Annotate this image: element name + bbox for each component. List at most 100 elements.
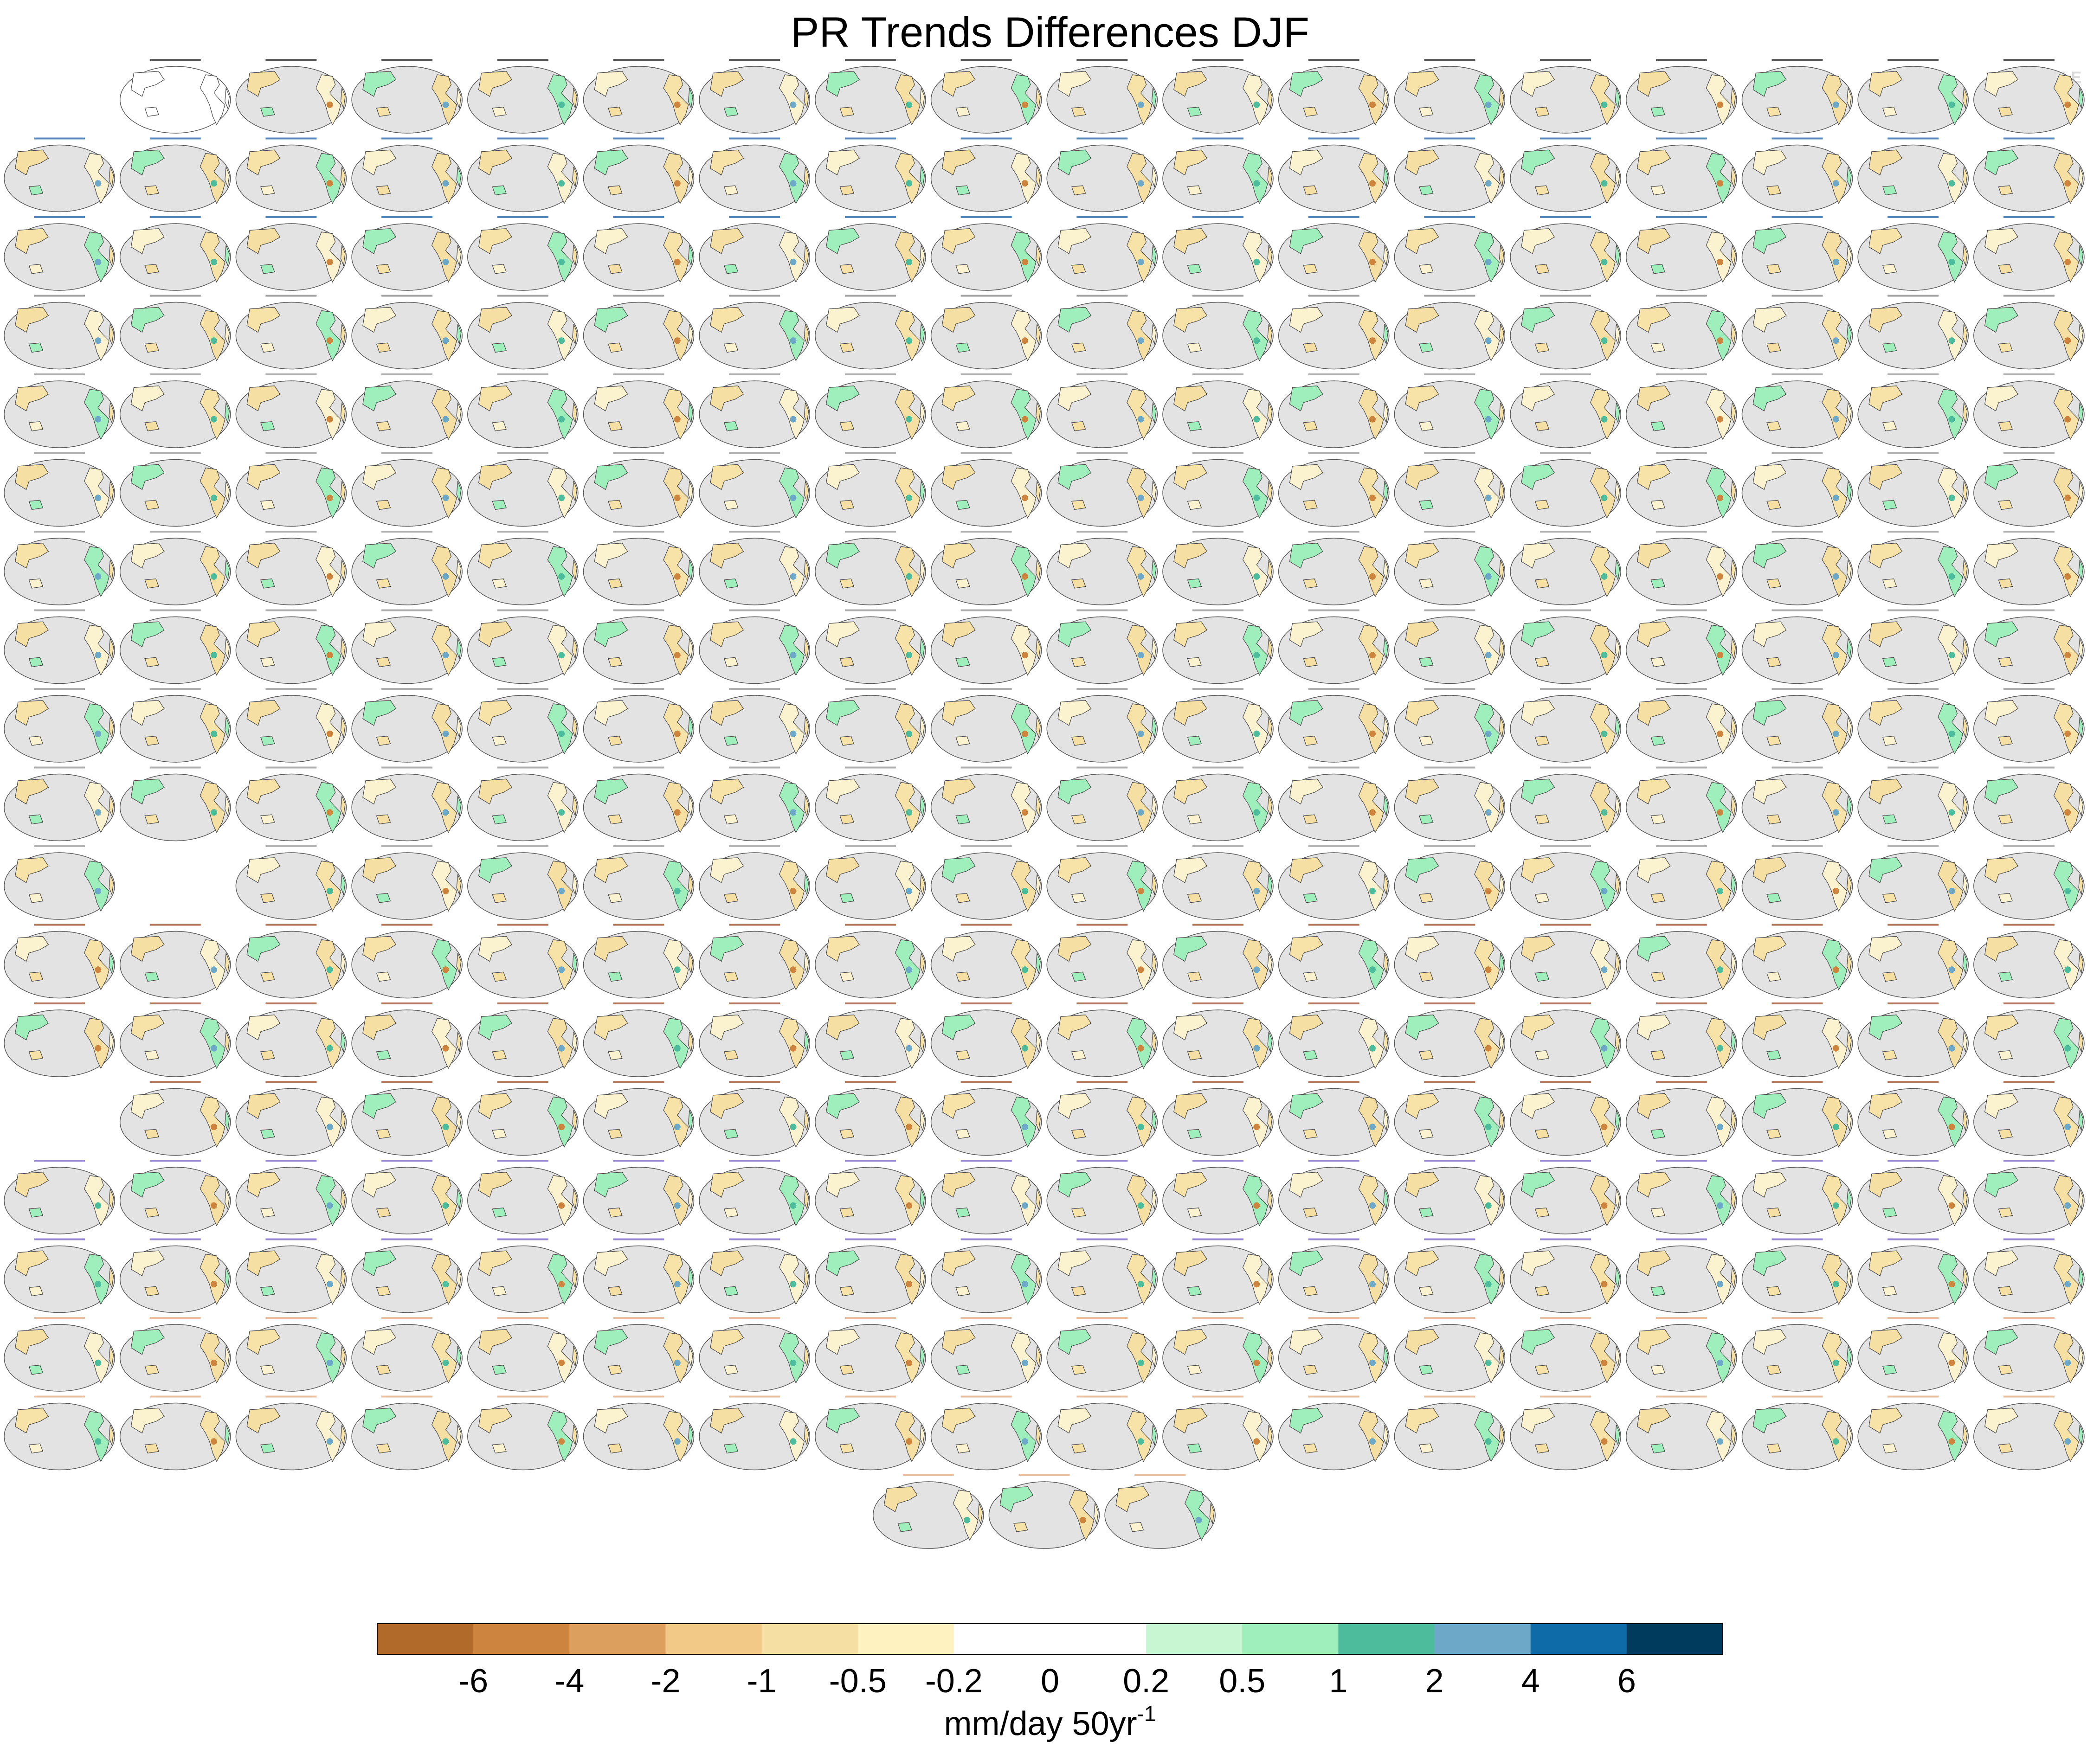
map-panel — [119, 924, 231, 999]
panel-label-mark — [960, 216, 1012, 218]
panel-label-mark — [613, 688, 664, 690]
trend-spot — [790, 495, 797, 501]
trend-spot — [1369, 730, 1376, 737]
trend-spot — [211, 416, 217, 423]
continent-outline — [1127, 310, 1153, 361]
map-panel — [815, 216, 926, 291]
trend-spot — [211, 1124, 217, 1131]
continent-outline — [15, 778, 49, 805]
continent-outline — [1127, 1411, 1153, 1462]
panel-label-mark — [960, 1238, 1012, 1240]
continent-outline — [109, 1189, 114, 1210]
continent-outline — [1962, 1031, 1968, 1053]
continent-outline — [1521, 149, 1555, 176]
continent-outline — [1405, 1250, 1439, 1277]
trend-spot — [1948, 1281, 1955, 1288]
continent-outline — [15, 1407, 49, 1434]
continent-outline — [1962, 1267, 1968, 1289]
trend-spot — [1601, 966, 1608, 973]
map-panel — [1973, 688, 2085, 763]
continent-outline — [246, 1329, 281, 1355]
panel-label-mark — [1887, 766, 1939, 769]
continent-outline — [1303, 342, 1318, 353]
continent-outline — [1706, 153, 1732, 204]
continent-outline — [340, 796, 346, 817]
continent-outline — [260, 500, 275, 510]
continent-outline — [1289, 1407, 1323, 1434]
trend-spot — [326, 1045, 333, 1052]
continent-outline — [1474, 624, 1500, 676]
continent-outline — [1822, 1411, 1848, 1462]
continent-outline — [1706, 1018, 1732, 1069]
continent-outline — [1882, 1208, 1897, 1218]
map-panel — [119, 609, 231, 684]
continent-outline — [109, 1425, 114, 1446]
trend-spot — [1832, 258, 1839, 265]
continent-outline — [1590, 1332, 1616, 1384]
map-panel — [699, 531, 810, 605]
trend-spot — [95, 652, 102, 659]
trend-spot — [674, 1124, 681, 1131]
trend-spot — [674, 1202, 681, 1209]
continent-outline — [1071, 1365, 1086, 1375]
continent-outline — [572, 1031, 578, 1053]
continent-outline — [1173, 778, 1208, 805]
chart-title: PR Trends Differences DJF — [790, 9, 1309, 56]
continent-outline — [1590, 782, 1616, 833]
continent-outline — [1766, 814, 1781, 825]
continent-outline — [109, 1031, 114, 1053]
map-panel — [1394, 766, 1506, 842]
continent-outline — [1822, 1018, 1848, 1069]
map-panel — [235, 1317, 347, 1392]
continent-outline — [663, 153, 689, 204]
continent-outline — [688, 1110, 693, 1131]
continent-outline — [1984, 464, 2018, 490]
continent-outline — [1036, 1425, 1041, 1446]
continent-outline — [710, 857, 744, 883]
trend-spot — [1832, 337, 1839, 344]
continent-outline — [1358, 1096, 1384, 1148]
trend-spot — [326, 180, 333, 187]
map-panel — [351, 1395, 463, 1471]
continent-outline — [688, 167, 693, 188]
trend-spot — [1948, 1045, 1955, 1052]
continent-outline — [376, 971, 391, 982]
continent-outline — [431, 939, 457, 990]
panel-label-mark — [1076, 1081, 1128, 1083]
continent-outline — [2053, 467, 2079, 519]
continent-outline — [572, 874, 578, 896]
panel-label-mark — [1887, 1238, 1939, 1240]
continent-outline — [826, 1329, 860, 1355]
continent-outline — [1474, 861, 1500, 912]
continent-outline — [1127, 703, 1153, 755]
trend-spot — [674, 416, 681, 423]
continent-outline — [1534, 1443, 1550, 1454]
continent-outline — [663, 782, 689, 833]
continent-outline — [1173, 228, 1208, 254]
continent-outline — [1962, 245, 1968, 267]
continent-outline — [1071, 342, 1086, 353]
panel-label-mark — [149, 1395, 201, 1398]
continent-outline — [200, 546, 225, 598]
continent-outline — [2053, 546, 2079, 598]
continent-outline — [1358, 1253, 1384, 1305]
continent-outline — [431, 861, 457, 912]
continent-outline — [547, 939, 573, 990]
continent-outline — [1474, 1411, 1500, 1462]
panel-label-mark — [2003, 531, 2055, 533]
continent-outline — [1242, 74, 1268, 126]
map-panel — [467, 1002, 579, 1077]
map-panel — [1626, 766, 1737, 842]
continent-outline — [1731, 402, 1736, 424]
trend-spot — [1253, 966, 1260, 973]
panel-label-mark — [2003, 1002, 2055, 1004]
continent-outline — [1521, 1407, 1555, 1434]
continent-outline — [1419, 971, 1434, 982]
trend-spot — [326, 809, 333, 816]
trend-spot — [1137, 101, 1144, 108]
panel-label-mark — [381, 1160, 433, 1162]
continent-outline — [1846, 481, 1852, 502]
continent-outline — [1766, 1443, 1781, 1454]
panel-label-mark — [34, 452, 85, 454]
map-panel — [1046, 59, 1158, 134]
